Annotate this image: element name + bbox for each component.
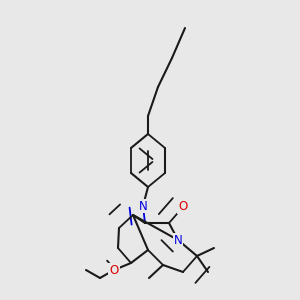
- Text: N: N: [174, 233, 182, 247]
- Text: O: O: [178, 200, 188, 214]
- Text: O: O: [110, 263, 118, 277]
- Text: N: N: [139, 200, 147, 212]
